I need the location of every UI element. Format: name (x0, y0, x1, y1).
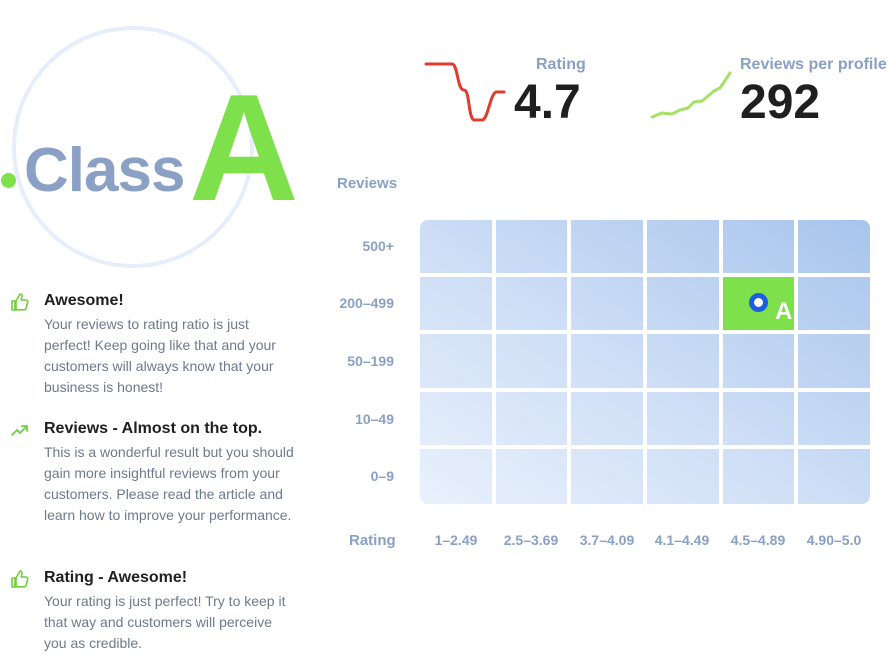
rating-label: Rating (536, 56, 586, 73)
grid-line (420, 330, 870, 334)
grid-line (420, 445, 870, 449)
y-axis-title: Reviews (337, 175, 398, 192)
grid-line (719, 220, 723, 504)
class-label: Class (24, 136, 185, 205)
thumbs-up-icon (11, 293, 29, 311)
grid-line (420, 388, 870, 392)
feedback-text: This is a wonderful result but you shoul… (44, 444, 294, 523)
column-label: 4.5–4.89 (730, 532, 786, 548)
row-label: 500+ (362, 238, 394, 254)
reviews-trend-icon (650, 71, 732, 119)
x-axis-title: Rating (349, 532, 396, 549)
feedback-title: Reviews - Almost on the top. (44, 420, 263, 437)
grid-line (794, 220, 798, 504)
reviews-per-profile-value: 292 (740, 76, 821, 129)
class-badge-dot (1, 173, 16, 188)
column-label: 4.1–4.49 (654, 532, 710, 548)
class-badge-ring (12, 26, 254, 268)
thumbs-up-icon (11, 570, 29, 588)
column-label: 1–2.49 (434, 532, 478, 548)
grid-line (643, 220, 647, 504)
grid-line (420, 273, 870, 277)
feedback-text: Your reviews to rating ratio is just per… (44, 316, 276, 395)
class-grade: A (189, 63, 299, 233)
row-label: 0–9 (370, 468, 394, 484)
position-marker-icon (749, 293, 768, 312)
rating-reviews-grid (420, 220, 870, 504)
feedback-text: Your rating is just perfect! Try to keep… (44, 593, 286, 651)
trending-up-icon (11, 425, 28, 436)
grid-line (567, 220, 571, 504)
reviews-per-profile-label: Reviews per profile (740, 56, 887, 73)
column-label: 2.5–3.69 (503, 532, 559, 548)
column-label: 3.7–4.09 (579, 532, 635, 548)
row-label: 200–499 (339, 295, 394, 311)
row-label: 10–49 (355, 411, 394, 427)
rating-trend-icon (424, 62, 506, 122)
rating-value: 4.7 (514, 76, 581, 129)
feedback-title: Awesome! (44, 292, 124, 309)
column-label: 4.90–5.0 (806, 532, 862, 548)
grid-line (492, 220, 496, 504)
highlighted-cell-grade: A (775, 298, 793, 325)
feedback-title: Rating - Awesome! (44, 569, 188, 586)
row-label: 50–199 (347, 353, 394, 369)
